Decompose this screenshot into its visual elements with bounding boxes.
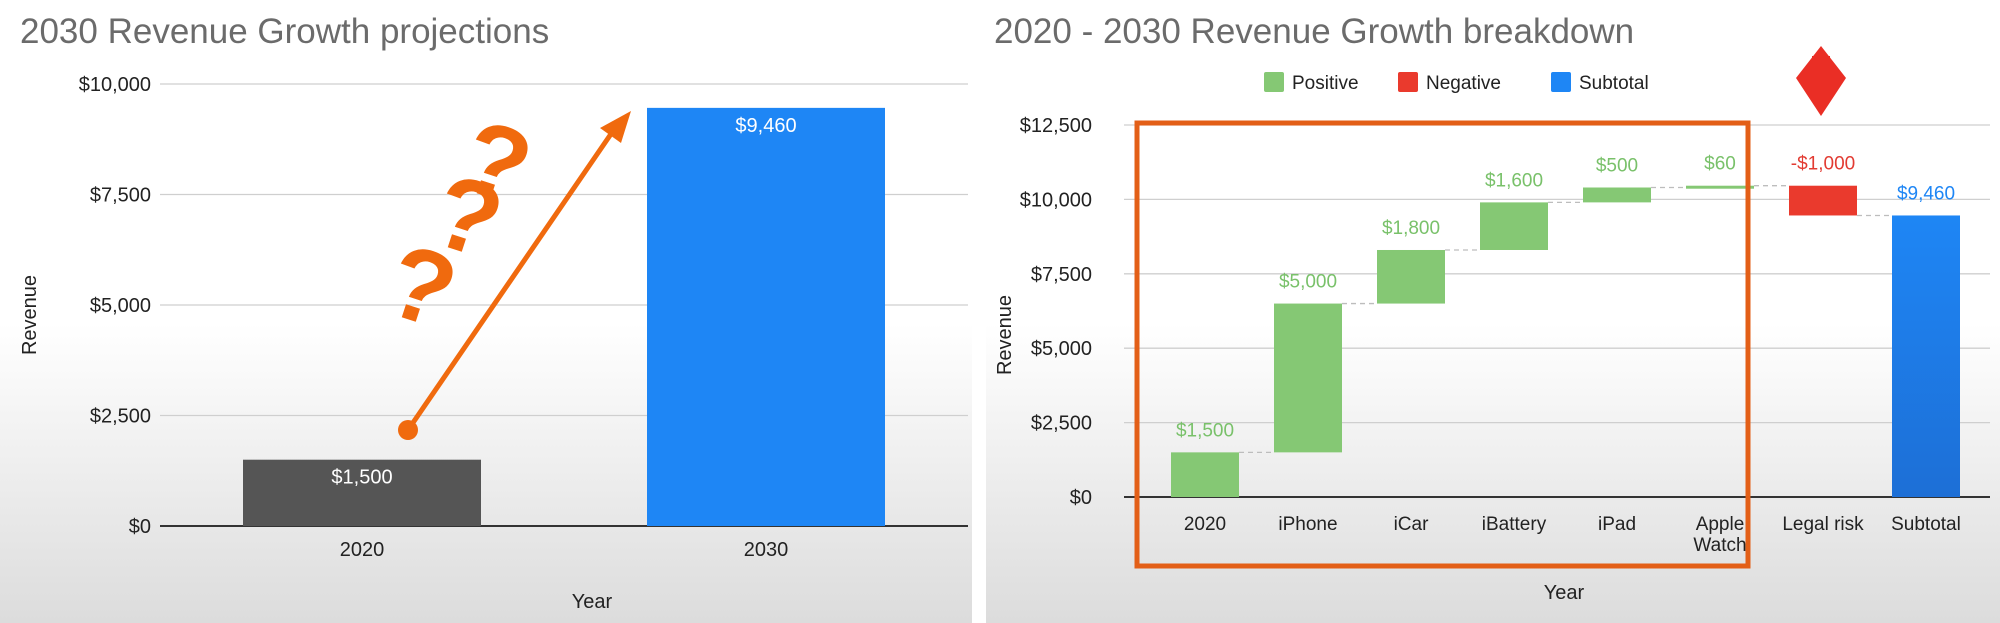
bar-legal-risk xyxy=(1789,185,1857,216)
x-axis-title: Year xyxy=(572,591,613,613)
bar-subtotal xyxy=(1892,215,1960,497)
legend-swatch-negative xyxy=(1398,72,1418,92)
bar-ipad xyxy=(1583,187,1651,203)
legend-label: Subtotal xyxy=(1579,73,1649,94)
bar-value-label: $5,000 xyxy=(1279,272,1337,293)
x-tick-label: iCar xyxy=(1394,514,1430,535)
y-tick-label: $5,000 xyxy=(90,295,151,317)
growth-arrow xyxy=(405,128,616,433)
y-tick-label: $0 xyxy=(129,516,151,538)
y-axis-title: Revenue xyxy=(19,275,41,355)
bar-icar xyxy=(1377,249,1445,304)
bar-value-label: -$1,000 xyxy=(1791,154,1855,175)
projection-bar-chart: $0 $2,500 $5,000 $7,500 $10,000 $1,500 2020 $9,… xyxy=(19,74,968,613)
bar-value-label: $9,460 xyxy=(1897,183,1955,204)
y-tick-label: $10,000 xyxy=(79,74,151,96)
legend-label: Negative xyxy=(1426,73,1501,94)
bar-value-label: $1,500 xyxy=(331,467,392,489)
y-tick-label: $7,500 xyxy=(1031,264,1092,286)
y-tick-label: $12,500 xyxy=(1020,115,1092,137)
bar-value-label: $1,600 xyxy=(1485,170,1543,191)
chart-title: 2030 Revenue Growth projections xyxy=(20,12,550,51)
x-tick-label: Watch xyxy=(1693,535,1746,556)
breakdown-waterfall-chart: $0 $2,500 $5,000 $7,500 $10,000 $12,500 Positi… xyxy=(994,46,1990,604)
bar-2020 xyxy=(1171,452,1239,497)
bar-iphone xyxy=(1274,303,1342,453)
x-tick-label: 2020 xyxy=(1184,514,1226,535)
x-tick-label: 2020 xyxy=(340,539,385,561)
bar-ibattery xyxy=(1480,202,1548,250)
x-tick-label: iPhone xyxy=(1278,514,1337,535)
legend-label: Positive xyxy=(1292,73,1359,94)
x-tick-label: 2030 xyxy=(744,539,789,561)
bar-value-label: $9,460 xyxy=(735,115,796,137)
x-tick-label: iBattery xyxy=(1482,514,1547,535)
question-mark: ? xyxy=(449,98,545,228)
y-tick-label: $5,000 xyxy=(1031,338,1092,360)
projection-chart-panel: 2030 Revenue Growth projections $0 $2,500… xyxy=(0,0,972,623)
growth-arrow-start xyxy=(398,420,418,440)
x-tick-label: Legal risk xyxy=(1782,514,1864,535)
highlight-box xyxy=(1134,120,1751,569)
y-axis-title: Revenue xyxy=(994,295,1016,375)
chart-title: 2020 - 2030 Revenue Growth breakdown xyxy=(994,12,1635,51)
y-tick-label: $10,000 xyxy=(1020,189,1092,211)
x-axis-title: Year xyxy=(1544,582,1585,604)
y-tick-label: $2,500 xyxy=(1031,413,1092,435)
legend-swatch-positive xyxy=(1264,72,1284,92)
bar-value-label: $1,500 xyxy=(1176,420,1234,441)
y-tick-label: $2,500 xyxy=(90,406,151,428)
bar-value-label: $500 xyxy=(1596,155,1638,176)
bar-apple-watch xyxy=(1686,185,1754,189)
panel-divider xyxy=(972,0,986,623)
bar-value-label: $1,800 xyxy=(1382,218,1440,239)
bar-value-label: $60 xyxy=(1704,154,1736,175)
y-tick-label: $0 xyxy=(1070,487,1092,509)
legend-swatch-subtotal xyxy=(1551,72,1571,92)
growth-arrowhead xyxy=(600,111,631,143)
x-tick-label: iPad xyxy=(1598,514,1636,535)
panel-background xyxy=(986,0,2000,623)
bar-2030 xyxy=(647,107,885,527)
y-tick-label: $7,500 xyxy=(90,185,151,207)
bar-2020 xyxy=(243,459,481,526)
breakdown-chart-panel: 2020 - 2030 Revenue Growth breakdown $0 $… xyxy=(986,0,2000,623)
x-tick-label: Apple xyxy=(1696,514,1745,535)
marker-stem xyxy=(1812,56,1830,100)
x-tick-label: Subtotal xyxy=(1891,514,1961,535)
